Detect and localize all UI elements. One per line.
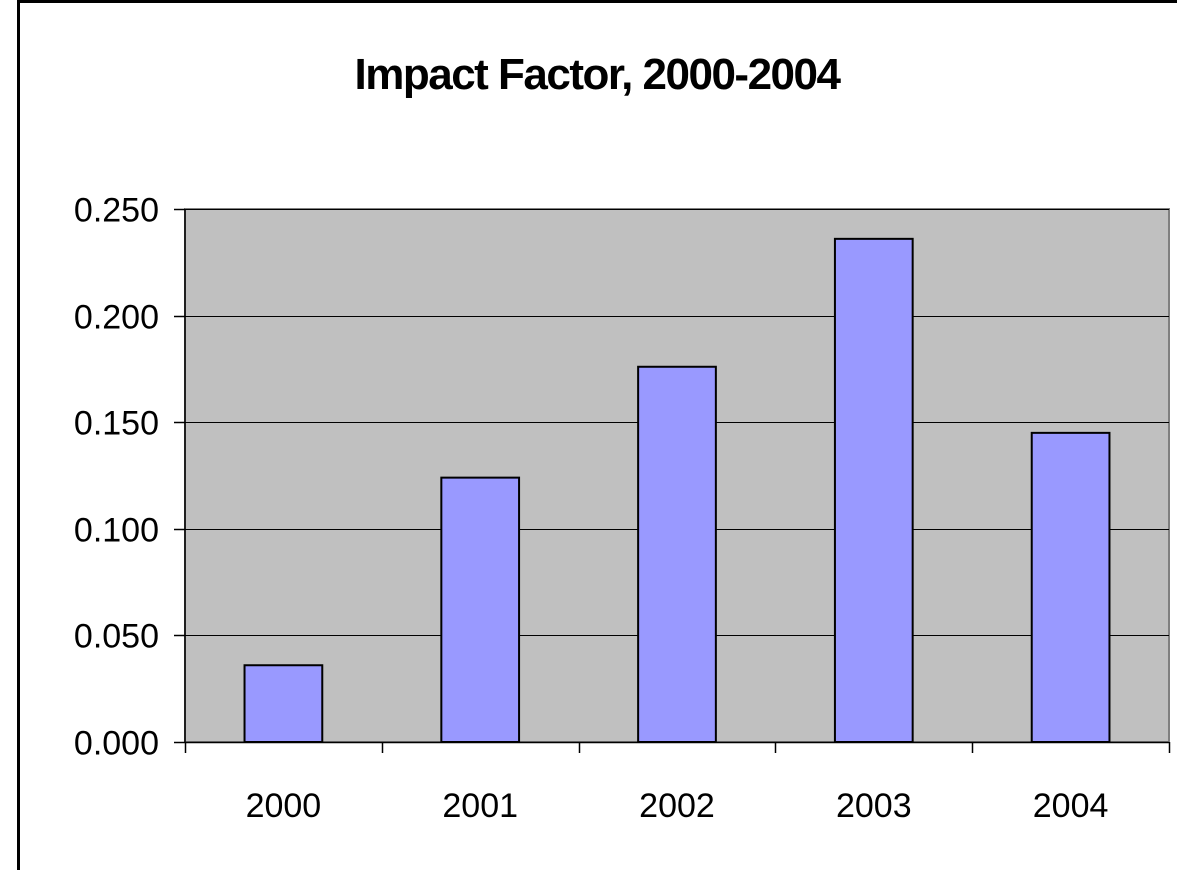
bar-2004 [1030,431,1111,743]
x-tick-label: 2002 [639,787,715,825]
tick-labels: 0.000 0.050 0.100 0.150 0.200 0.250 2000 2001 20… [74,192,1109,826]
bar-2001 [440,476,521,743]
x-tick-label: 2004 [1033,787,1109,825]
bar-2003 [833,237,914,744]
axes [174,208,1171,753]
y-tick-label: 0.200 [74,299,159,337]
chart-title: Impact Factor, 2000-2004 [354,50,841,99]
x-tick-label: 2000 [246,787,322,825]
x-tick-label: 2003 [836,787,912,825]
bar-2000 [243,664,324,743]
bar-2002 [637,365,717,743]
bars [243,237,1111,744]
y-tick-label: 0.150 [74,405,159,443]
x-tick-label: 2001 [442,787,518,825]
y-tick-label: 0.050 [74,618,159,656]
y-tick-label: 0.100 [74,512,159,550]
y-tick-label: 0.000 [74,725,159,763]
y-tick-label: 0.250 [74,192,159,230]
